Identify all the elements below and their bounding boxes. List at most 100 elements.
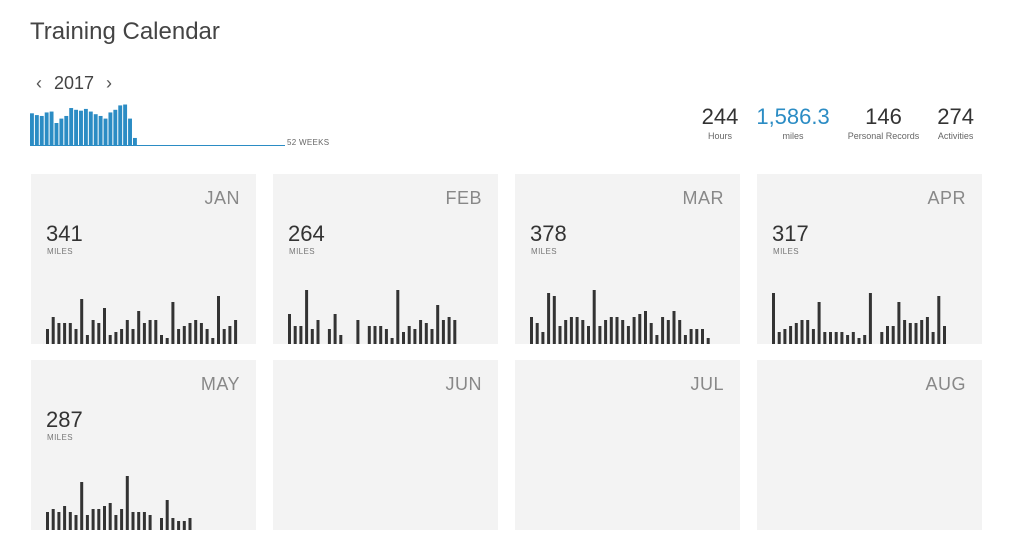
stat-label: Personal Records xyxy=(847,131,920,141)
day-bar xyxy=(575,317,579,344)
day-bar xyxy=(592,290,596,344)
week-bar xyxy=(64,115,69,145)
week-bar xyxy=(113,109,118,145)
day-bar xyxy=(80,299,84,344)
month-tile-jul[interactable]: JUL xyxy=(515,360,740,530)
day-bar xyxy=(108,335,112,344)
stat-miles: 1,586.3 miles xyxy=(756,103,829,141)
week-bar xyxy=(103,118,108,145)
day-bar xyxy=(177,329,181,344)
day-bar xyxy=(701,329,704,344)
chevron-right-icon[interactable]: › xyxy=(106,73,113,93)
day-bar xyxy=(74,515,78,530)
day-bar xyxy=(777,332,781,344)
month-tile-aug[interactable]: AUG xyxy=(757,360,982,530)
summary-stats: 244 Hours 1,586.3 miles 146 Personal Rec… xyxy=(684,103,974,141)
day-bar xyxy=(51,317,55,344)
week-bar xyxy=(93,114,98,145)
week-bar xyxy=(132,137,137,145)
day-bar xyxy=(154,320,158,344)
month-tile-feb[interactable]: FEB 264 MILES xyxy=(273,174,498,344)
day-bar xyxy=(632,317,636,344)
day-bar xyxy=(880,332,884,344)
day-bar xyxy=(811,329,815,344)
month-tile-mar[interactable]: MAR 378 MILES xyxy=(515,174,740,344)
day-bar xyxy=(615,317,619,344)
day-bar xyxy=(407,326,411,344)
day-bar xyxy=(661,317,665,344)
day-bar xyxy=(63,506,67,530)
month-daily-chart xyxy=(288,290,457,344)
month-miles: 317 xyxy=(772,221,809,246)
day-bar xyxy=(97,509,101,530)
day-bar xyxy=(396,290,400,344)
day-bar xyxy=(441,320,445,344)
day-bar xyxy=(194,320,198,344)
weekly-mileage-chart[interactable] xyxy=(30,100,285,146)
day-bar xyxy=(142,323,146,344)
weekly-chart-svg xyxy=(30,104,285,146)
week-bar xyxy=(39,115,44,145)
day-bar xyxy=(182,521,186,530)
day-bar xyxy=(327,329,331,344)
day-bar xyxy=(182,326,186,344)
day-bar xyxy=(91,320,95,344)
stat-value: 274 xyxy=(937,104,974,129)
month-daily-chart xyxy=(772,293,946,344)
month-tile-may[interactable]: MAY 287 MILES xyxy=(31,360,256,530)
day-bar xyxy=(678,320,682,344)
day-bar xyxy=(288,314,291,344)
year-navigator: ‹ 2017 › xyxy=(30,73,118,94)
day-bar xyxy=(621,320,625,344)
day-bar xyxy=(85,335,89,344)
day-bar xyxy=(829,332,832,344)
month-grid: JAN 341 MILES FEB 264 MILES MAR 378 MILE… xyxy=(31,174,982,530)
week-bar xyxy=(44,112,49,145)
day-bar xyxy=(609,317,613,344)
month-unit: MILES xyxy=(47,433,74,442)
day-bar xyxy=(604,320,608,344)
week-bar xyxy=(118,105,123,145)
month-name: APR xyxy=(927,188,966,208)
day-bar xyxy=(120,329,124,344)
day-bar xyxy=(199,323,203,344)
day-bar xyxy=(177,521,181,530)
day-bar xyxy=(914,323,918,344)
day-bar xyxy=(897,302,901,344)
day-bar xyxy=(228,326,232,344)
stat-value: 146 xyxy=(865,104,902,129)
day-bar xyxy=(891,326,895,344)
day-bar xyxy=(436,305,440,344)
page-title: Training Calendar xyxy=(30,18,220,45)
month-tile-jan[interactable]: JAN 341 MILES xyxy=(31,174,256,344)
day-bar xyxy=(598,326,602,344)
month-name: JUL xyxy=(690,374,724,394)
day-bar xyxy=(165,338,169,344)
day-bar xyxy=(46,512,49,530)
day-bar xyxy=(51,509,55,530)
month-unit: MILES xyxy=(47,247,74,256)
day-bar xyxy=(390,338,394,344)
day-bar xyxy=(57,323,61,344)
day-bar xyxy=(305,290,309,344)
day-bar xyxy=(943,326,946,344)
day-bar xyxy=(626,326,630,344)
month-name: JUN xyxy=(445,374,482,394)
day-bar xyxy=(783,329,787,344)
day-bar xyxy=(868,293,872,344)
month-daily-chart xyxy=(46,296,238,344)
month-tile-jun[interactable]: JUN xyxy=(273,360,498,530)
day-bar xyxy=(356,320,360,344)
day-bar xyxy=(552,296,556,344)
chevron-left-icon[interactable]: ‹ xyxy=(36,73,42,93)
day-bar xyxy=(85,515,89,530)
day-bar xyxy=(160,335,163,344)
stat-activities: 274 Activities xyxy=(937,103,974,141)
day-bar xyxy=(419,320,423,344)
day-bar xyxy=(217,296,220,344)
month-unit: MILES xyxy=(531,247,558,256)
day-bar xyxy=(644,311,647,344)
day-bar xyxy=(68,323,72,344)
month-tile-apr[interactable]: APR 317 MILES xyxy=(757,174,982,344)
day-bar xyxy=(114,332,118,344)
